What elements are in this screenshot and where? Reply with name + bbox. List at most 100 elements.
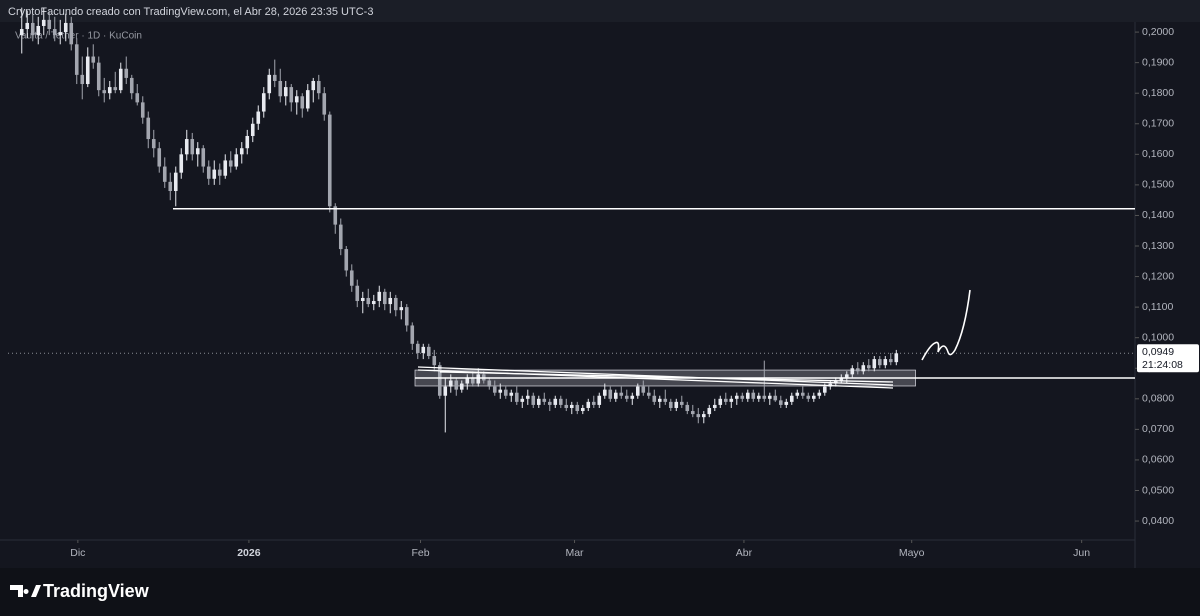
candle-body (806, 395, 811, 399)
candle-body (811, 395, 816, 399)
candle-body (124, 68, 129, 78)
footer-bar (0, 568, 1200, 616)
candle-body (476, 374, 481, 384)
candle-body (624, 395, 629, 399)
candle-body (734, 395, 739, 399)
candle-body (712, 404, 717, 408)
candle-body (36, 25, 41, 36)
candle-body (195, 148, 200, 155)
candle-body (558, 398, 563, 405)
y-tick-label: 0,1700 (1142, 118, 1174, 130)
candle-body (415, 343, 420, 353)
y-tick-label: 0,1900 (1142, 56, 1174, 68)
candle-body (784, 401, 789, 405)
candle-body (487, 380, 492, 387)
candle-body (498, 389, 503, 393)
y-tick-label: 0,1300 (1142, 240, 1174, 252)
candle-body (25, 22, 30, 30)
candle-body (531, 395, 536, 405)
candle-body (30, 22, 35, 36)
candle-body (377, 291, 382, 302)
y-tick-label: 0,0400 (1142, 515, 1174, 527)
candle-body (283, 87, 288, 97)
candle-body (509, 392, 514, 396)
candle-body (613, 392, 618, 399)
candle-body (674, 401, 679, 408)
candle-body (679, 401, 684, 405)
candle-body (470, 377, 475, 384)
candle-body (641, 386, 646, 393)
x-tick-label: Mayo (899, 547, 925, 559)
candle-body (707, 407, 712, 415)
candle-body (877, 359, 882, 366)
x-tick-label: Feb (411, 547, 429, 559)
candle-body (69, 22, 74, 45)
candle-body (327, 114, 332, 207)
candle-body (723, 398, 728, 402)
candle-body (360, 297, 365, 302)
candle-body (855, 368, 860, 372)
candle-body (443, 386, 448, 396)
candle-body (311, 80, 316, 91)
candle-body (872, 359, 877, 369)
candle-body (575, 404, 580, 412)
candle-body (569, 404, 574, 408)
candle-body (564, 404, 569, 408)
candle-body (245, 135, 250, 149)
candle-body (437, 365, 442, 396)
candle-body (151, 139, 156, 149)
candle-body (113, 87, 118, 91)
y-tick-label: 0,1200 (1142, 270, 1174, 282)
candle-body (300, 96, 305, 109)
candle-body (696, 414, 701, 418)
candle-body (173, 172, 178, 191)
candle-body (91, 56, 96, 63)
candle-body (85, 56, 90, 85)
candle-body (591, 401, 596, 405)
candle-body (305, 90, 310, 109)
candle-body (850, 368, 855, 375)
candle-body (118, 68, 123, 91)
candle-body (690, 411, 695, 415)
candle-body (52, 29, 57, 36)
candle-body (421, 346, 426, 353)
candle-body (107, 87, 112, 94)
candle-body (349, 270, 354, 286)
candle-body (338, 224, 343, 250)
candle-body (294, 96, 299, 103)
candle-body (157, 148, 162, 167)
candle-body (459, 383, 464, 390)
candle-body (135, 93, 140, 103)
header-bar (0, 0, 1200, 22)
last-price-label: 0,0949 (1142, 346, 1174, 358)
candle-body (371, 301, 376, 305)
candle-body (635, 386, 640, 396)
brand-name: TradingView (43, 581, 150, 601)
x-tick-label: Dic (70, 547, 85, 559)
candle-body (217, 169, 222, 176)
candle-body (619, 392, 624, 396)
brand-logo: TradingView (10, 581, 150, 601)
candle-body (393, 297, 398, 311)
countdown-label: 21:24:08 (1142, 359, 1183, 371)
candle-body (74, 44, 79, 75)
candle-body (47, 19, 52, 30)
candle-body (41, 19, 46, 26)
candle-body (503, 389, 508, 396)
candle-body (580, 407, 585, 412)
candle-body (520, 398, 525, 402)
candle-body (333, 206, 338, 225)
candle-body (514, 392, 519, 402)
candle-body (432, 356, 437, 366)
y-tick-label: 0,1000 (1142, 331, 1174, 343)
projection-sketch (921, 289, 971, 361)
candle-body (778, 400, 783, 405)
candle-body (289, 87, 294, 103)
candle-body (630, 395, 635, 399)
candle-body (762, 395, 767, 399)
candle-body (184, 139, 189, 155)
candle-body (228, 160, 233, 167)
candle-body (701, 414, 706, 418)
candle-body (454, 380, 459, 390)
